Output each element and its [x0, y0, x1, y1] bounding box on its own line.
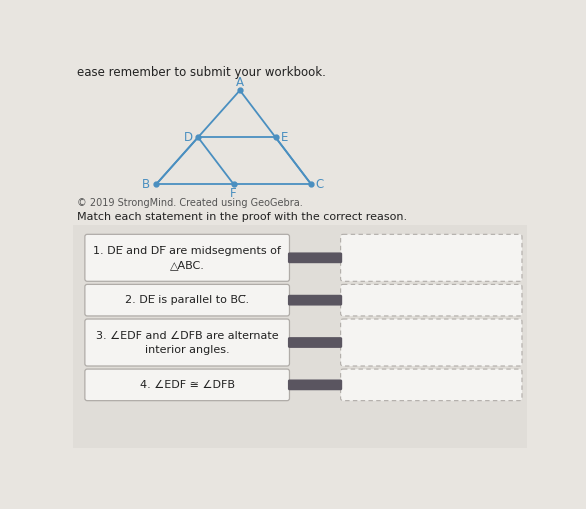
FancyBboxPatch shape	[85, 234, 289, 281]
Text: 3. ∠EDF and ∠DFB are alternate
interior angles.: 3. ∠EDF and ∠DFB are alternate interior …	[96, 330, 278, 354]
Text: 2. DE̅ is parallel to BC̅.: 2. DE̅ is parallel to BC̅.	[125, 295, 249, 305]
Bar	[73, 225, 527, 448]
FancyBboxPatch shape	[340, 369, 522, 401]
FancyBboxPatch shape	[288, 380, 342, 390]
FancyBboxPatch shape	[85, 285, 289, 316]
FancyBboxPatch shape	[340, 285, 522, 316]
Text: ease remember to submit your workbook.: ease remember to submit your workbook.	[77, 66, 326, 79]
Text: B: B	[142, 178, 150, 191]
FancyBboxPatch shape	[288, 295, 342, 305]
Text: Match each statement in the proof with the correct reason.: Match each statement in the proof with t…	[77, 212, 407, 222]
Text: E: E	[281, 131, 288, 144]
Text: C: C	[316, 178, 324, 191]
Text: © 2019 StrongMind. Created using GeoGebra.: © 2019 StrongMind. Created using GeoGebr…	[77, 198, 303, 208]
Text: D: D	[183, 131, 193, 144]
Text: A: A	[236, 76, 244, 89]
Text: 1. DE̅ and DF̅ are midsegments of
△ABC.: 1. DE̅ and DF̅ are midsegments of △ABC.	[93, 246, 281, 270]
FancyBboxPatch shape	[288, 252, 342, 263]
FancyBboxPatch shape	[340, 319, 522, 366]
FancyBboxPatch shape	[85, 369, 289, 401]
Text: F: F	[230, 187, 237, 200]
FancyBboxPatch shape	[340, 234, 522, 281]
FancyBboxPatch shape	[288, 337, 342, 348]
Text: 4. ∠EDF ≅ ∠DFB: 4. ∠EDF ≅ ∠DFB	[139, 380, 234, 390]
FancyBboxPatch shape	[85, 319, 289, 366]
